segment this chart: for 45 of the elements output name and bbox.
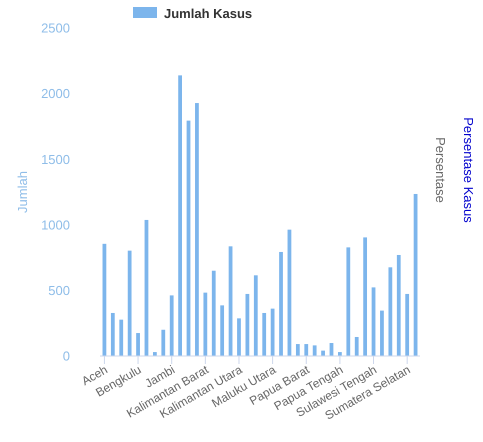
bar [338, 352, 342, 356]
bar [380, 310, 384, 356]
bar [245, 294, 250, 356]
bar [128, 250, 132, 356]
bar [136, 333, 140, 356]
y2-axis-title: Persentase [433, 137, 448, 203]
bar [170, 295, 174, 356]
y-tick-label: 500 [48, 282, 70, 298]
y-tick-label: 0 [62, 348, 70, 364]
bar [405, 294, 410, 356]
bar [363, 237, 368, 356]
bar [152, 352, 157, 356]
legend-label: Jumlah Kasus [164, 6, 252, 21]
bar [372, 287, 376, 356]
bar [396, 254, 401, 356]
bar [346, 247, 350, 356]
bar [161, 330, 166, 356]
y-tick-label: 1000 [41, 217, 70, 232]
bar [414, 194, 418, 356]
bar [195, 103, 199, 356]
bar [186, 120, 190, 356]
y-tick-label: 2000 [41, 86, 70, 102]
bar [237, 318, 241, 356]
bar [262, 312, 266, 356]
bar [110, 312, 115, 356]
bar [102, 244, 106, 356]
bar [321, 350, 325, 356]
bar [330, 343, 334, 356]
y-tick-label: 1500 [41, 152, 70, 167]
bar [388, 267, 392, 356]
bar [144, 220, 148, 356]
bar [228, 246, 232, 356]
y-tick-label: 2500 [41, 20, 70, 36]
bar [354, 336, 359, 356]
bar [279, 252, 283, 356]
bar [288, 230, 292, 356]
bar [254, 275, 258, 356]
bar [270, 308, 275, 356]
bar [178, 75, 182, 356]
bar [212, 270, 216, 356]
y-axis-title: Jumlah [15, 171, 30, 213]
bar [119, 320, 124, 356]
bar [203, 292, 208, 356]
bar [220, 305, 224, 356]
y3-axis-title: Persentase Kasus [461, 117, 476, 224]
